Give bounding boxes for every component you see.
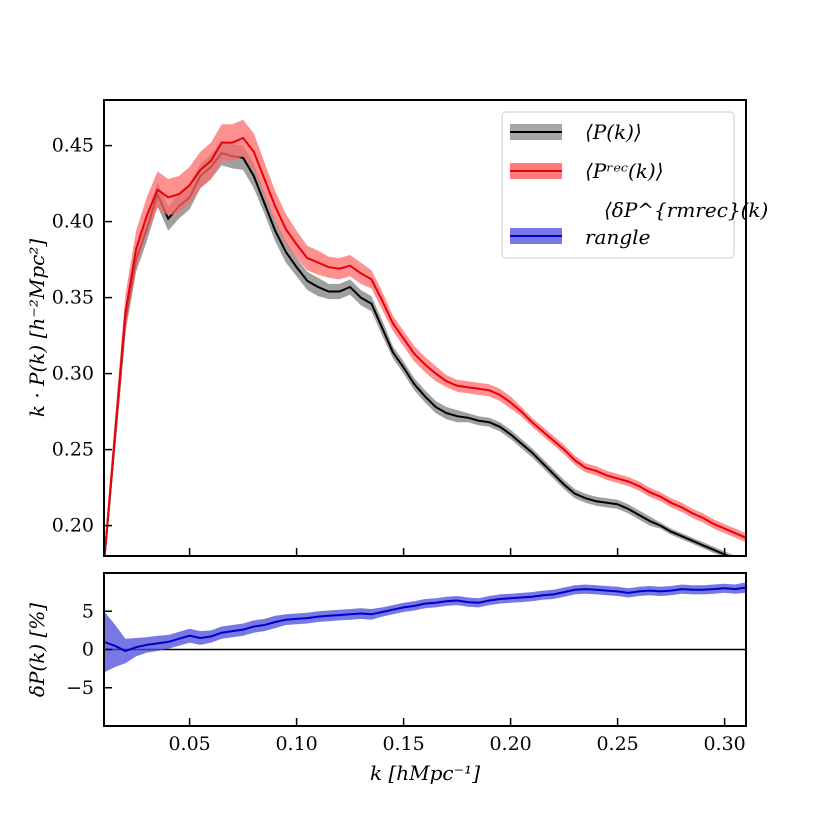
x-tick-label: 0.30 — [703, 733, 745, 755]
bottom-panel — [104, 582, 746, 673]
series-band-bottom-0 — [104, 582, 746, 673]
top-axes: 0.20 0.25 0.30 0.35 0.40 0.45 — [52, 99, 747, 557]
legend: ⟨P(k)⟩ ⟨Pʳᵉᶜ(k)⟩ ⟨δP^{rmrec}(k) rangle — [501, 111, 768, 259]
y-tick-label-top: 0.20 — [52, 515, 94, 537]
y-tick-label-top: 0.30 — [52, 363, 94, 385]
bottom-axes: −5 0 5 0.05 0.10 0.15 0.20 0.25 0.30 — [66, 572, 747, 755]
y-axis-label-top: k · P(k) [h⁻²Mpc²] — [25, 239, 49, 417]
x-tick-label: 0.05 — [168, 733, 210, 755]
y-tick-label-bottom: 5 — [82, 600, 94, 622]
legend-frame — [501, 111, 735, 259]
y-tick-label-bottom: 0 — [82, 639, 94, 661]
legend-label-dp-line2: rangle — [585, 225, 650, 249]
x-tick-label: 0.10 — [275, 733, 317, 755]
y-axis-label-bottom: δP(k) [%] — [25, 603, 49, 697]
x-tick-label: 0.25 — [596, 733, 638, 755]
x-tick-label: 0.15 — [382, 733, 424, 755]
series-line-bottom-0 — [104, 586, 746, 653]
legend-label-dp-line1: ⟨δP^{rmrec}(k) — [604, 198, 768, 222]
legend-label-prec: ⟨Pʳᵉᶜ(k)⟩ — [585, 159, 664, 183]
y-tick-label-top: 0.45 — [52, 135, 94, 157]
top-panel — [104, 119, 746, 556]
x-tick-label: 0.20 — [489, 733, 531, 755]
y-tick-label-top: 0.35 — [52, 287, 94, 309]
series-line-top-1 — [104, 136, 746, 556]
y-tick-label-top: 0.25 — [52, 439, 94, 461]
axes-frame-top — [103, 99, 747, 557]
legend-label-pk: ⟨P(k)⟩ — [585, 120, 642, 144]
y-tick-label-top: 0.40 — [52, 211, 94, 233]
x-axis-label: k [hMpc⁻¹] — [370, 761, 480, 785]
y-tick-label-bottom: −5 — [66, 677, 94, 699]
